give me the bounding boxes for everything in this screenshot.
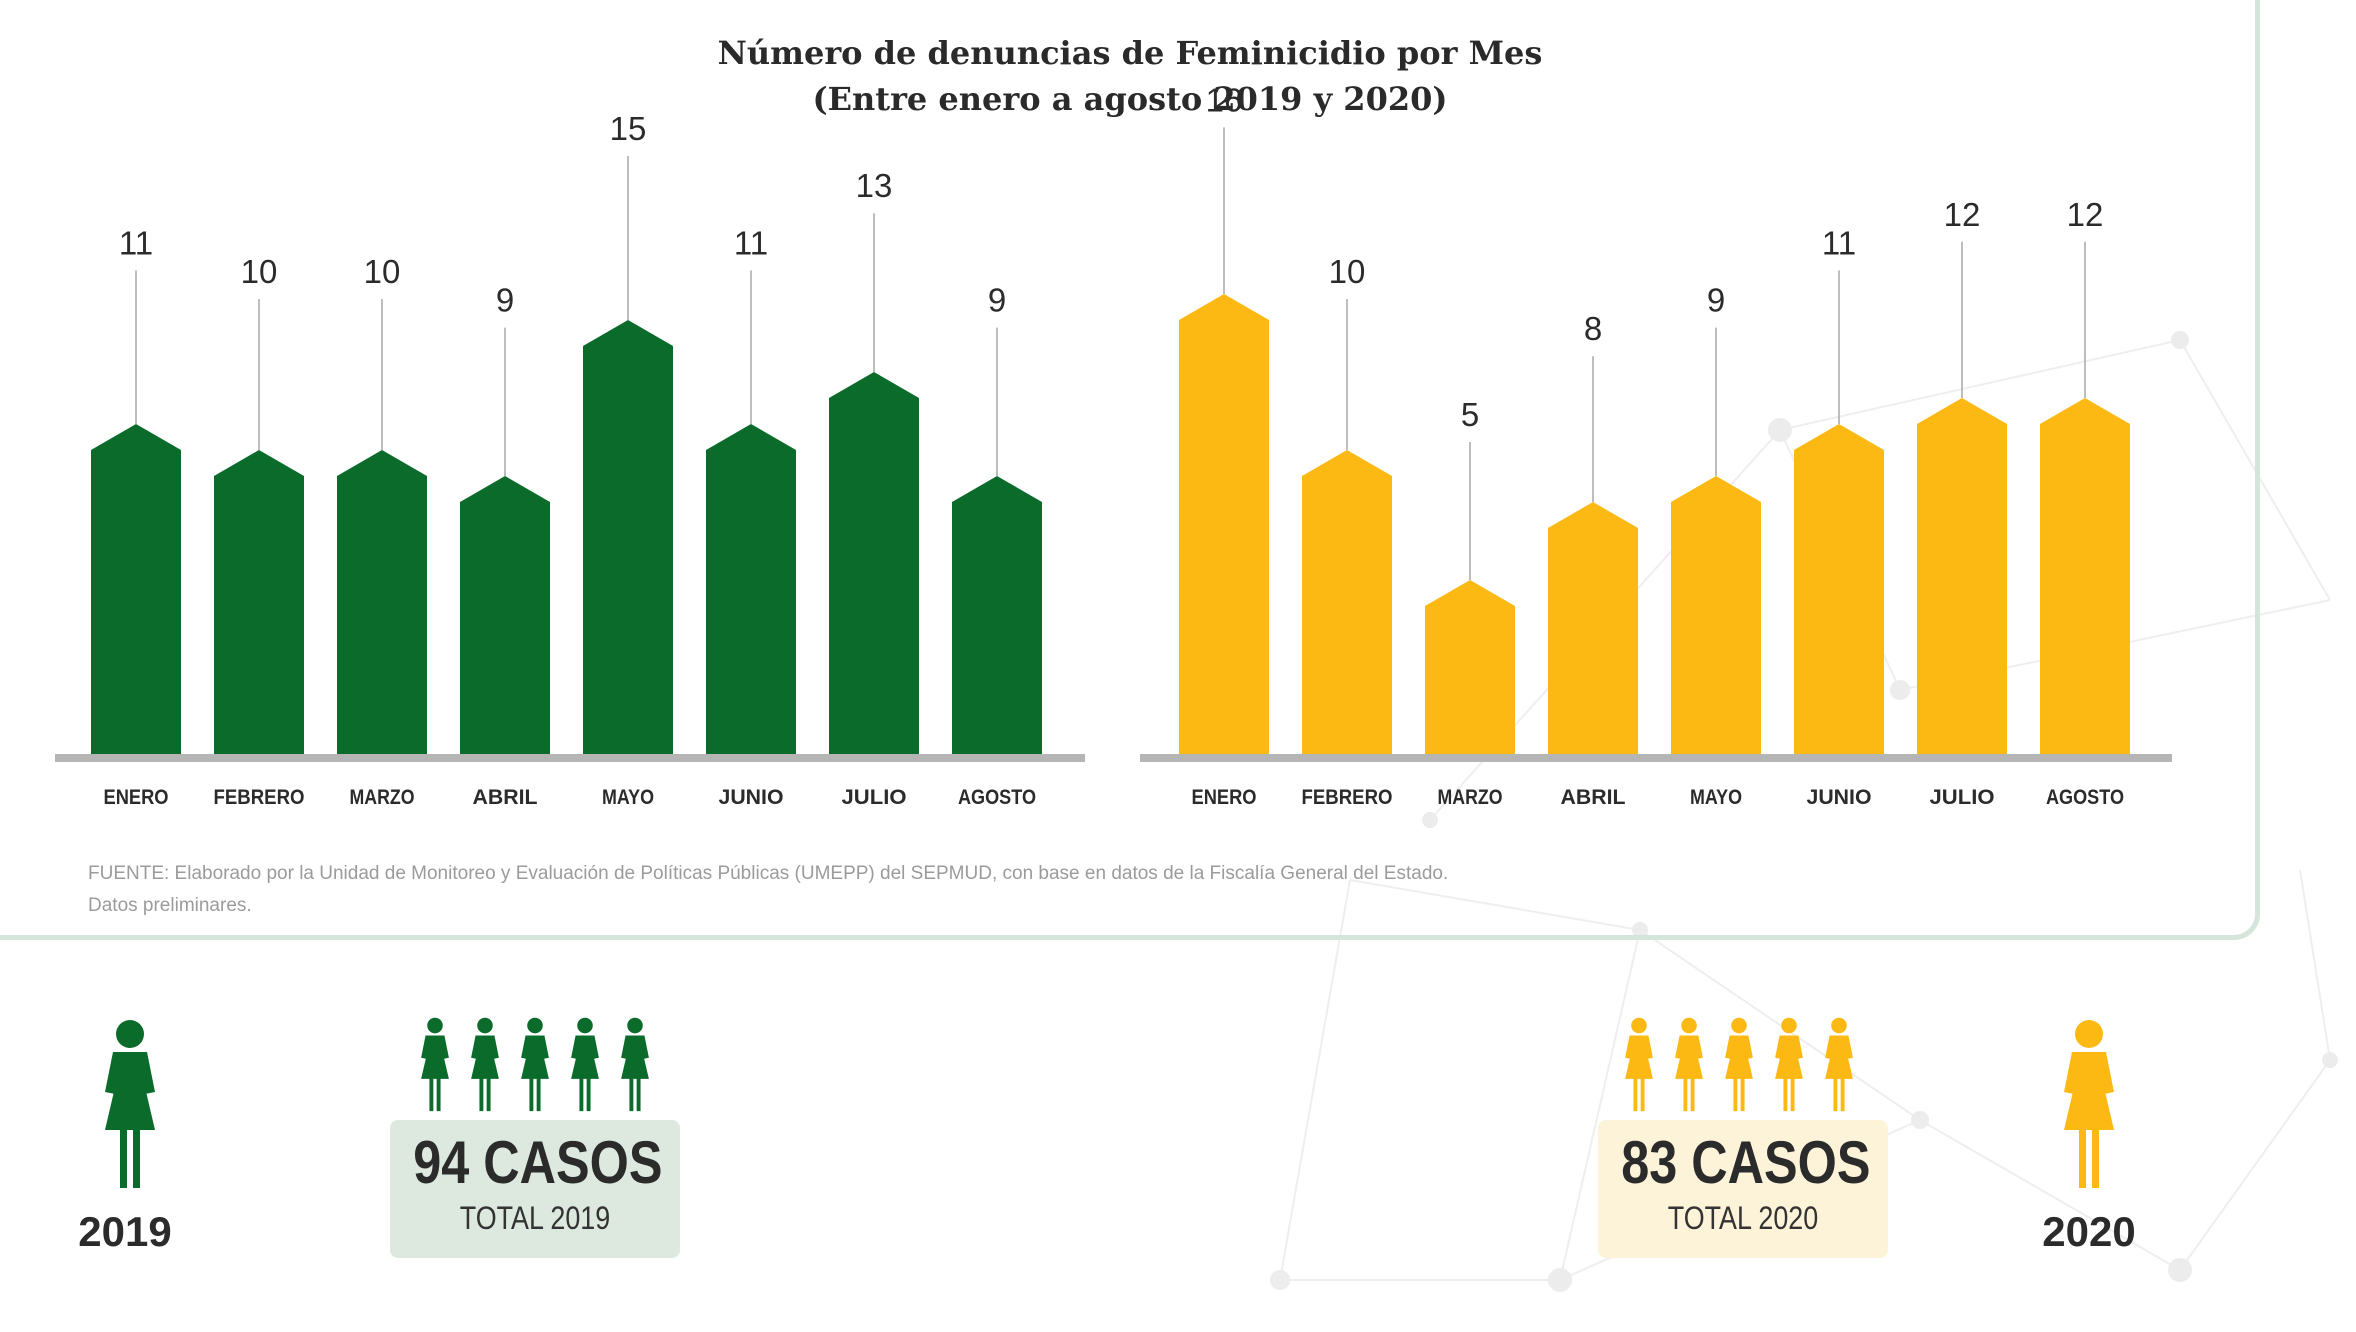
woman-figure-icon-2019-3: [521, 1017, 549, 1112]
bar-2019-junio: [706, 424, 796, 755]
woman-figure-icon-2019-5: [621, 1017, 649, 1112]
woman-figure-icon-2020-3: [1725, 1017, 1753, 1112]
category-label-2019-abril: ABRIL: [473, 786, 538, 809]
category-label-2020-febrero: FEBRERO: [1302, 786, 1393, 809]
bar-2019-marzo: [337, 450, 427, 755]
value-label-2019-julio: 13: [856, 167, 893, 204]
source-line-2: Datos preliminares.: [88, 895, 252, 916]
woman-figures-row-2020: [1614, 1015, 1864, 1115]
category-label-2019-febrero: FEBRERO: [214, 786, 305, 809]
total-label-2019: TOTAL 2019: [459, 1200, 611, 1236]
value-label-2020-abril: 8: [1584, 310, 1602, 347]
bar-2019-enero: [91, 424, 181, 755]
chart-title: Número de denuncias de Feminicidio por M…: [717, 34, 1543, 72]
bar-2020-julio: [1917, 398, 2007, 755]
bar-2020-mayo: [1671, 476, 1761, 755]
value-label-2020-mayo: 9: [1707, 282, 1725, 319]
value-label-2019-junio: 11: [734, 224, 768, 261]
woman-figure-icon-2019-1: [421, 1017, 449, 1112]
woman-figure-icon-2020-2: [1675, 1017, 1703, 1112]
bar-2020-agosto: [2040, 398, 2130, 755]
category-label-2019-mayo: MAYO: [602, 786, 654, 809]
total-box-2019: 94 CASOS TOTAL 2019: [390, 1120, 680, 1258]
category-label-2020-agosto: AGOSTO: [2046, 786, 2124, 809]
value-label-2020-febrero: 10: [1329, 253, 1366, 290]
total-box-2020: 83 CASOS TOTAL 2020: [1598, 1120, 1888, 1258]
category-label-2020-junio: JUNIO: [1807, 786, 1872, 809]
category-label-2019-agosto: AGOSTO: [958, 786, 1036, 809]
category-label-2019-enero: ENERO: [104, 786, 169, 809]
woman-figure-icon-2019-4: [571, 1017, 599, 1112]
bar-chart-area: 11 ENERO 10 FEBRERO 10 MARZO 9 ABRIL 15 MAYO 11 JUN…: [55, 81, 2172, 809]
bar-2019-abril: [460, 476, 550, 755]
value-label-2019-febrero: 10: [241, 253, 278, 290]
value-label-2019-marzo: 10: [364, 253, 401, 290]
bar-2020-enero: [1179, 294, 1269, 755]
total-cases-2020: 83 CASOS: [1621, 1129, 1871, 1196]
bar-2020-junio: [1794, 424, 1884, 755]
source-line-1: FUENTE: Elaborado por la Unidad de Monit…: [88, 863, 1449, 884]
chart-panel-frame: [0, 0, 2260, 940]
woman-figure-icon-2020-5: [1825, 1017, 1853, 1112]
value-label-2020-julio: 12: [1944, 196, 1981, 233]
value-label-2020-agosto: 12: [2067, 196, 2104, 233]
value-label-2019-enero: 11: [119, 224, 153, 261]
category-label-2020-mayo: MAYO: [1690, 786, 1742, 809]
value-label-2020-marzo: 5: [1461, 396, 1479, 433]
category-label-2020-enero: ENERO: [1192, 786, 1257, 809]
series-2019: 11 ENERO 10 FEBRERO 10 MARZO 9 ABRIL 15 MAYO 11 JUN…: [55, 110, 1085, 809]
category-label-2020-julio: JULIO: [1930, 786, 1995, 809]
category-label-2019-marzo: MARZO: [350, 786, 415, 809]
bar-2020-marzo: [1425, 580, 1515, 755]
total-label-2020: TOTAL 2020: [1667, 1200, 1819, 1236]
chart-subtitle: (Entre enero a agosto 2019 y 2020): [812, 80, 1448, 118]
woman-figure-icon-2019-large: [105, 1020, 155, 1188]
bar-2019-julio: [829, 372, 919, 755]
category-label-2020-marzo: MARZO: [1438, 786, 1503, 809]
category-label-2019-junio: JUNIO: [719, 786, 784, 809]
value-label-2019-agosto: 9: [988, 282, 1006, 319]
year-label-2019: 2019: [78, 1208, 172, 1255]
series-2020: 16 ENERO 10 FEBRERO 5 MARZO 8 ABRIL 9 MAYO 11 JUNIO…: [1140, 81, 2172, 809]
bar-2019-mayo: [583, 320, 673, 755]
bar-2019-febrero: [214, 450, 304, 755]
bar-2019-agosto: [952, 476, 1042, 755]
value-label-2020-junio: 11: [1822, 224, 1856, 261]
woman-figure-icon-2020-1: [1625, 1017, 1653, 1112]
chart-title-block: Número de denuncias de Feminicidio por M…: [0, 30, 2260, 122]
bar-2020-febrero: [1302, 450, 1392, 755]
value-label-2019-mayo: 15: [610, 110, 647, 147]
category-label-2019-julio: JULIO: [842, 786, 907, 809]
bar-2020-abril: [1548, 502, 1638, 755]
year-label-2020: 2020: [2042, 1208, 2136, 1255]
category-label-2020-abril: ABRIL: [1561, 786, 1626, 809]
woman-figure-icon-2019-2: [471, 1017, 499, 1112]
woman-figure-icon-2020-4: [1775, 1017, 1803, 1112]
value-label-2020-enero: 16: [1206, 81, 1243, 118]
woman-figures-row-2019: [410, 1015, 660, 1115]
value-label-2019-abril: 9: [496, 282, 514, 319]
source-note: FUENTE: Elaborado por la Unidad de Monit…: [88, 858, 1788, 922]
total-cases-2019: 94 CASOS: [413, 1129, 663, 1196]
woman-figure-icon-2020-large: [2064, 1020, 2114, 1188]
